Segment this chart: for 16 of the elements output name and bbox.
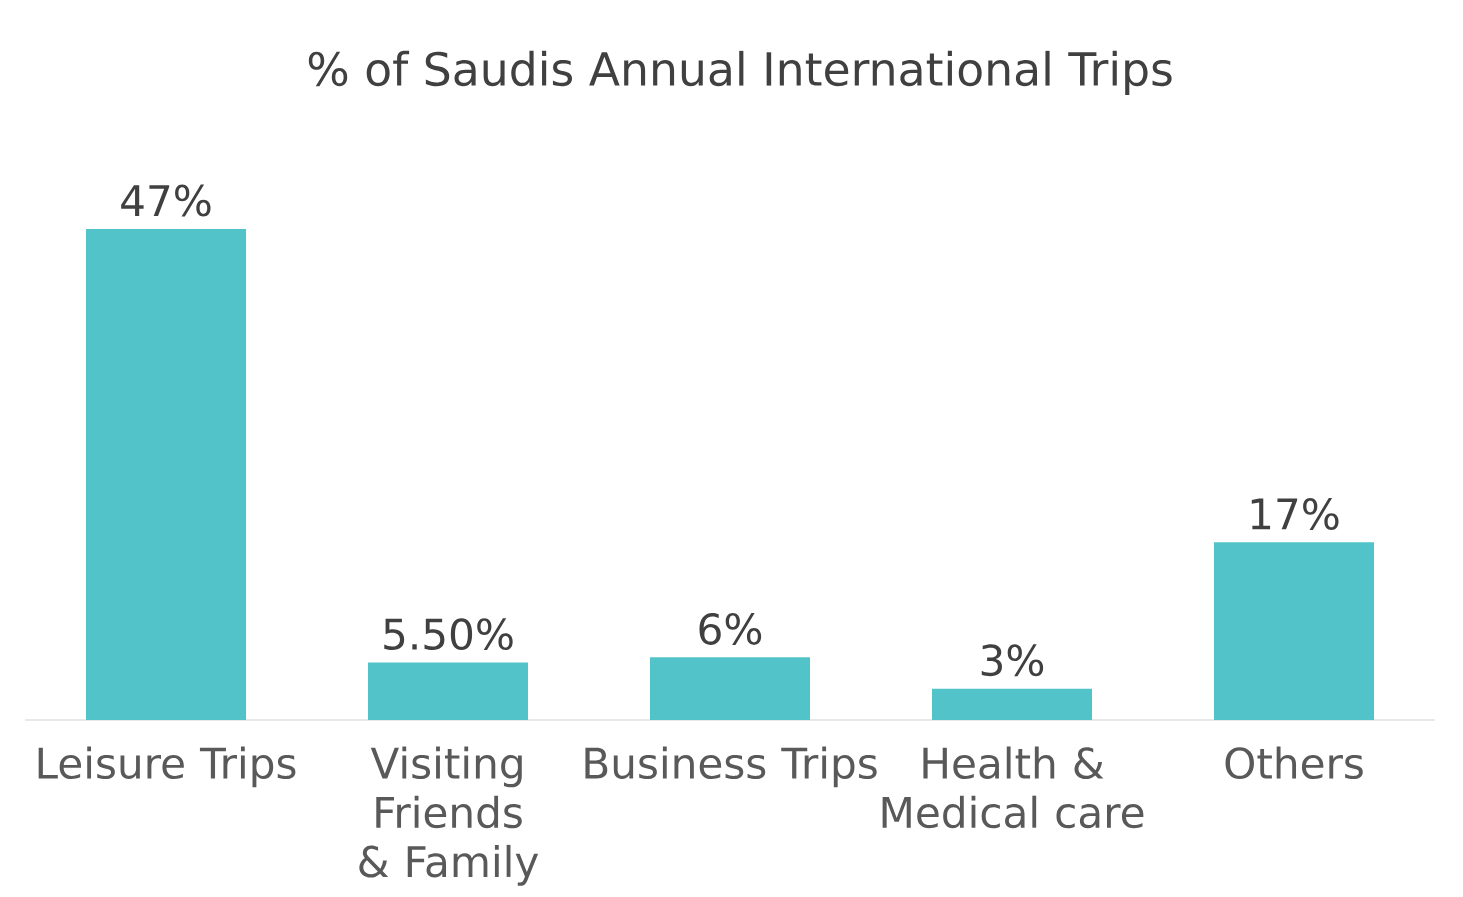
x-tick-label: Health & Medical care bbox=[882, 746, 1144, 829]
x-tick-label: Business Trips bbox=[585, 746, 877, 788]
bar bbox=[1214, 542, 1375, 720]
data-label: 3% bbox=[981, 644, 1044, 677]
data-label: 17% bbox=[1251, 497, 1339, 530]
bar bbox=[368, 662, 529, 720]
x-tick-label: Visiting Friends & Family bbox=[359, 746, 539, 886]
data-label: 6% bbox=[699, 612, 762, 645]
data-label: 47% bbox=[121, 184, 211, 217]
x-tick-label: Others bbox=[1225, 746, 1363, 779]
x-tick-label: Leisure Trips bbox=[38, 746, 296, 788]
bar bbox=[650, 657, 811, 720]
chart-title: % of Saudis Annual International Trips bbox=[308, 50, 1172, 95]
data-label: 5.50% bbox=[384, 618, 513, 650]
bar bbox=[86, 228, 247, 720]
bar bbox=[932, 688, 1093, 720]
